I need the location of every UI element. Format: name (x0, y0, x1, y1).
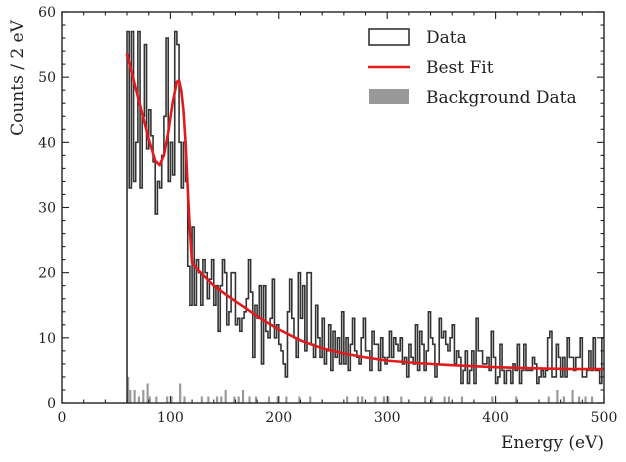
y-tick-label: 30 (38, 201, 56, 217)
background-bar (215, 396, 219, 403)
background-bar (584, 396, 587, 403)
legend-label-data: Data (426, 28, 467, 48)
background-bar (590, 396, 594, 403)
background-bar (556, 389, 559, 403)
background-bar (298, 396, 301, 403)
x-tick-label: 0 (58, 410, 67, 426)
background-bar (233, 396, 236, 403)
background-bar (424, 396, 427, 403)
background-bar (346, 396, 349, 403)
axis-ticks (61, 11, 605, 404)
x-tick-label: 500 (591, 410, 618, 426)
background-bar (400, 396, 403, 403)
y-tick-label: 60 (38, 5, 56, 21)
background-bar (183, 396, 186, 403)
background-bar (146, 383, 149, 403)
background-bar (127, 376, 130, 403)
background-bar (356, 396, 360, 403)
background-bar (547, 396, 550, 403)
background-bar (382, 396, 386, 403)
y-tick-label: 40 (38, 135, 56, 151)
x-tick-label: 200 (265, 410, 292, 426)
y-tick-label: 50 (38, 70, 56, 86)
background-bar (460, 396, 464, 403)
background-bar (148, 396, 151, 403)
x-tick-label: 100 (157, 410, 184, 426)
background-bar (200, 396, 203, 403)
background-bar (129, 389, 132, 403)
background-bar (374, 396, 377, 403)
legend: Data Best Fit Background Data (368, 28, 577, 108)
best-fit-line (125, 53, 604, 371)
background-bar (577, 396, 581, 403)
background-bar (562, 396, 565, 403)
background-bar (241, 389, 245, 403)
y-tick-label: 0 (47, 396, 56, 412)
background-bar (571, 389, 574, 403)
background-bar (443, 396, 446, 403)
y-tick-label: 10 (38, 331, 56, 347)
background-bar (170, 396, 173, 403)
background-bar (179, 383, 182, 403)
background-bar (276, 396, 279, 403)
background-bar (254, 396, 258, 403)
x-axis-label: Energy (eV) (501, 433, 604, 453)
plot-area (125, 30, 604, 403)
background-bar (447, 396, 451, 403)
background-bar (387, 396, 390, 403)
background-bar (166, 396, 169, 403)
legend-swatch-background-data (369, 89, 409, 104)
background-bar (491, 396, 494, 403)
y-axis-label: Counts / 2 eV (8, 19, 28, 136)
background-bar (155, 396, 158, 403)
background-bar (309, 396, 312, 403)
background-bar (267, 396, 271, 403)
background-bar (361, 396, 364, 403)
background-bar (133, 389, 136, 403)
background-bar (224, 389, 227, 403)
x-tick-label: 300 (374, 410, 401, 426)
background-bar (142, 389, 145, 403)
legend-swatch-data (368, 28, 410, 46)
y-tick-label: 20 (38, 266, 56, 282)
background-bar (220, 396, 223, 403)
legend-label-background-data: Background Data (426, 88, 577, 108)
legend-label-best-fit: Best Fit (426, 58, 494, 78)
background-bar (137, 396, 141, 403)
tick-labels: 0 100 200 300 400 500 0 10 20 30 40 50 60 (38, 5, 617, 426)
background-bar (207, 396, 210, 403)
background-bar (237, 396, 240, 403)
x-tick-label: 400 (482, 410, 509, 426)
background-bar (248, 396, 251, 403)
background-bar (285, 396, 288, 403)
data-histogram-step (126, 30, 604, 403)
background-bar (430, 396, 433, 403)
background-bar (515, 396, 518, 403)
